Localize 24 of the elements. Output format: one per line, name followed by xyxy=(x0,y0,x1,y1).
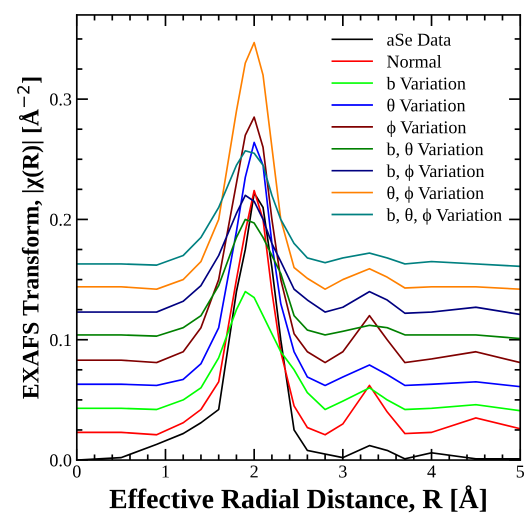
legend-label: Normal xyxy=(387,54,442,68)
x-tick-label: 4 xyxy=(427,466,436,478)
legend-label: b, θ, ϕ Variation xyxy=(386,208,502,225)
y-axis-title: EXAFS Transform, |χ(R)| [Å$^{−2}$] xyxy=(17,78,44,399)
x-tick-label: 0 xyxy=(72,465,81,478)
line-series xyxy=(76,142,520,388)
legend-label: ϕ Variation xyxy=(387,120,466,138)
x-tick-label: 1 xyxy=(162,466,169,478)
legend-label: b, ϕ Variation xyxy=(386,164,484,181)
y-tick-label: 0.0 xyxy=(50,454,72,467)
x-axis-title: Effective Radial Distance, R [Å] xyxy=(110,485,486,512)
legend-label: b Variation xyxy=(386,76,466,90)
y-tick-label: 0.2 xyxy=(50,214,71,226)
y-tick-label: 0.1 xyxy=(50,334,71,346)
legend-label: θ, ϕ Variation xyxy=(387,186,484,203)
x-tick-label: 3 xyxy=(339,465,347,478)
line-series xyxy=(76,116,520,364)
line-series xyxy=(76,290,520,412)
legend-label: b, θ Variation xyxy=(386,142,484,158)
y-tick-label: 0.3 xyxy=(50,93,72,106)
x-tick-label: 5 xyxy=(516,466,524,478)
legend-label: θ Variation xyxy=(387,98,466,112)
x-tick-label: 2 xyxy=(250,465,258,478)
legend-label: aSe Data xyxy=(387,34,451,46)
